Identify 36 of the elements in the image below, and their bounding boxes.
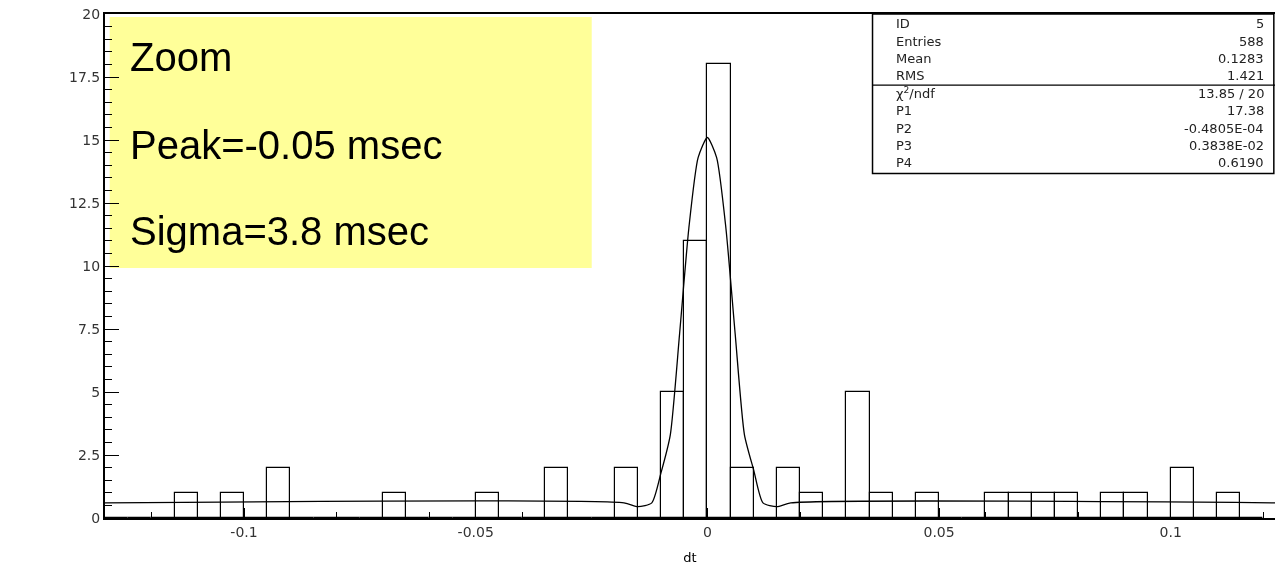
x-tick-label: 0.05 <box>923 523 955 540</box>
y-tick-label: 0 <box>91 509 101 526</box>
y-tick-label: 15 <box>82 131 101 148</box>
annotation: ID <box>896 16 910 31</box>
annotation: P4 <box>896 155 913 170</box>
y-tick-label: 17.5 <box>69 68 101 85</box>
annotation: 13.85 / 20 <box>1198 86 1265 101</box>
y-tick-label: 2.5 <box>77 446 101 463</box>
annotation: 5 <box>1256 16 1265 31</box>
y-tick-label: 20 <box>82 5 101 22</box>
annotation: 0.3838E-02 <box>1189 138 1264 153</box>
y-tick-label: 12.5 <box>69 194 101 211</box>
x-axis-title: dt <box>683 549 697 565</box>
annotation: 0.1283 <box>1218 51 1264 66</box>
y-tick-label: 10 <box>82 257 101 274</box>
annotation: 1.421 <box>1227 68 1265 83</box>
annotation: Sigma=3.8 msec <box>130 209 430 253</box>
x-tick-label: 0.1 <box>1159 523 1182 540</box>
y-tick-label: 5 <box>91 383 101 400</box>
annotation: Peak=-0.05 msec <box>130 123 443 167</box>
annotation: 588 <box>1239 34 1264 49</box>
x-tick-label: -0.1 <box>230 523 258 540</box>
annotation: Mean <box>896 51 932 66</box>
annotation: P2 <box>896 121 913 136</box>
x-tick-label: 0 <box>702 523 712 540</box>
annotation: P1 <box>896 103 913 118</box>
annotation: 17.38 <box>1227 103 1265 118</box>
annotation: Entries <box>896 34 942 49</box>
x-tick-label: -0.05 <box>457 523 494 540</box>
y-tick-label: 7.5 <box>77 320 101 337</box>
annotation: χ$^{2}$/ndf <box>896 85 936 102</box>
annotation: P3 <box>896 138 913 153</box>
annotation: -0.4805E-04 <box>1184 121 1264 136</box>
annotation: 0.6190 <box>1218 155 1264 170</box>
annotation: Zoom <box>130 35 233 79</box>
annotation: RMS <box>896 68 925 83</box>
